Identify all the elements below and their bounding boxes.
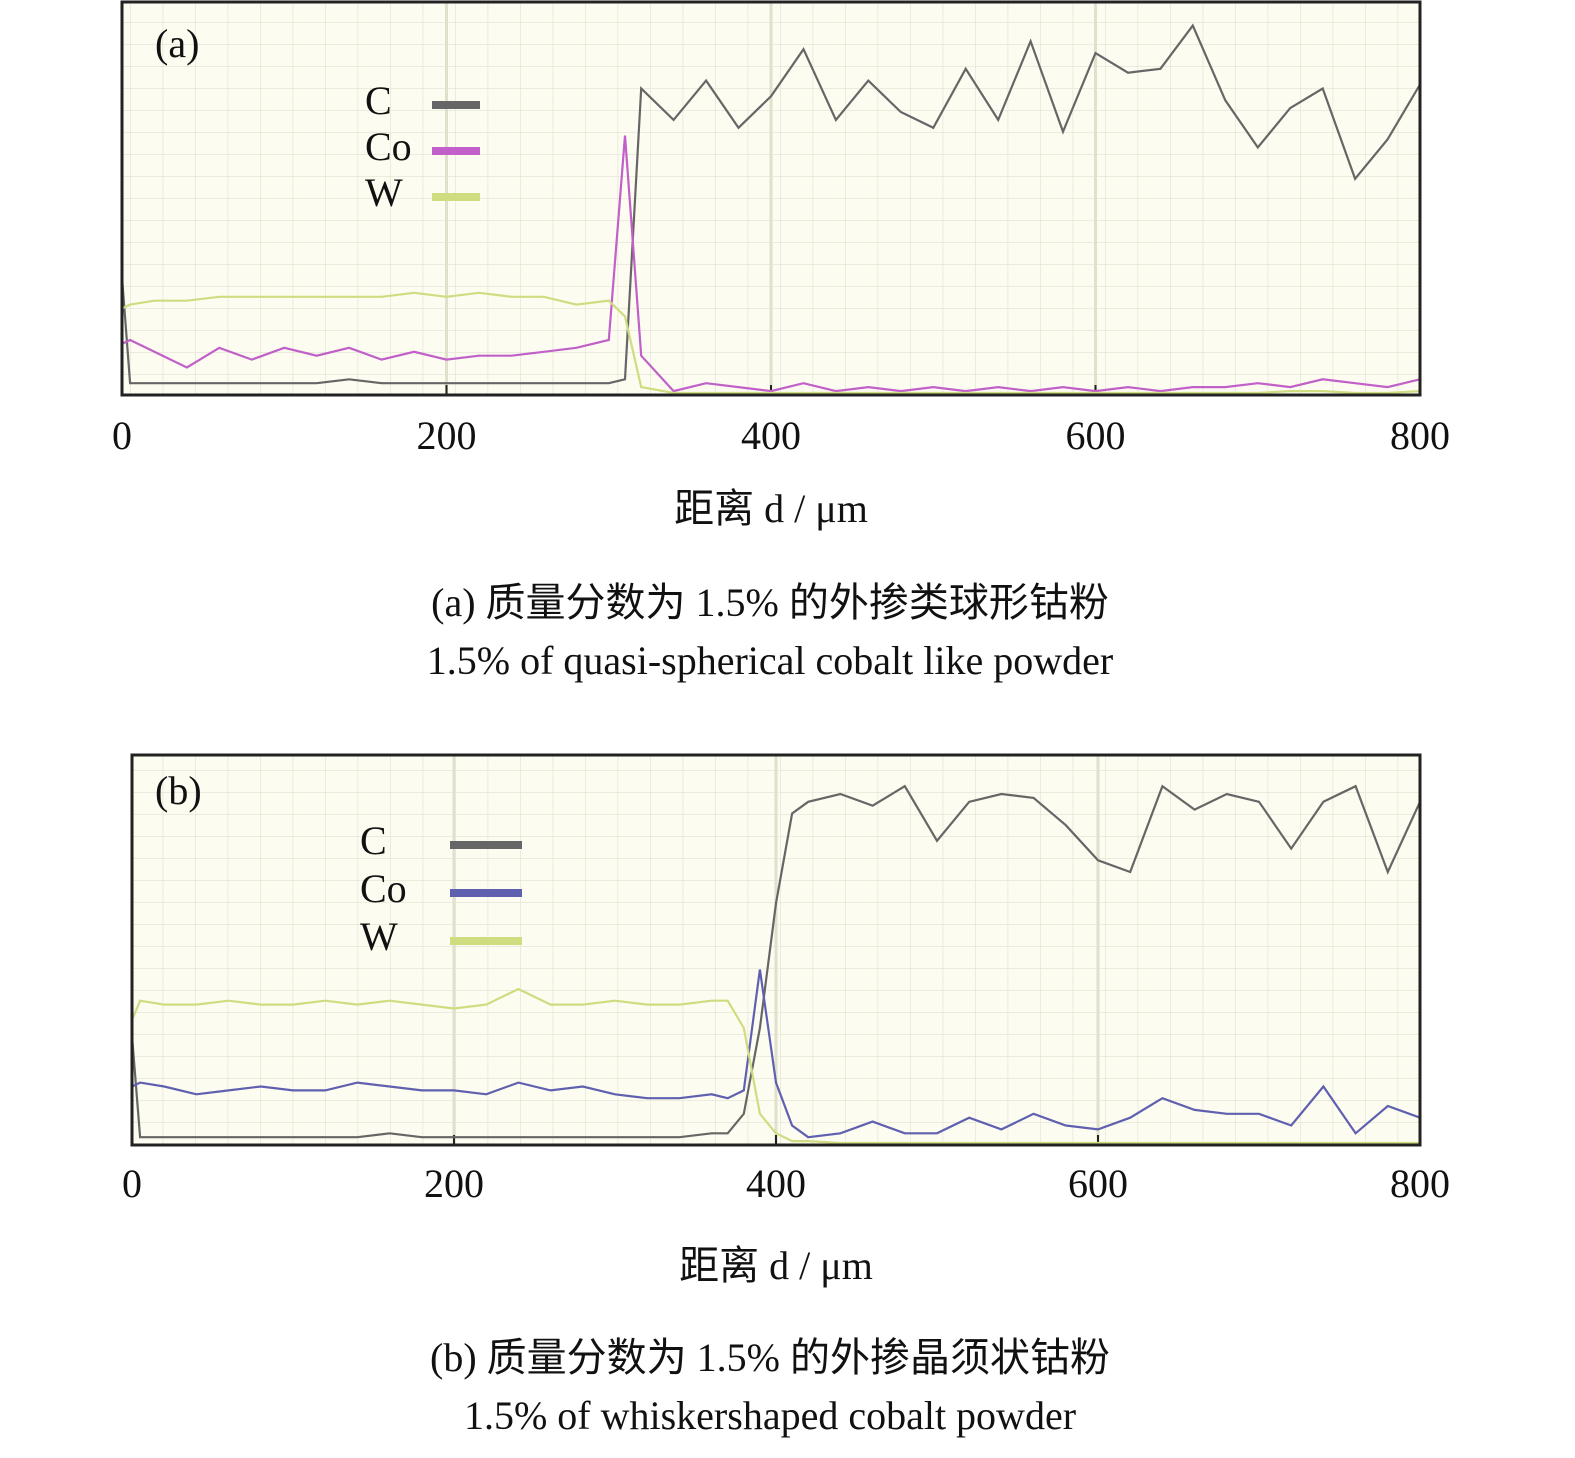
data-line (130, 784, 1421, 1139)
legend-label: W (365, 170, 403, 215)
x-tick-label: 0 (122, 1161, 142, 1206)
legend-label: Co (360, 866, 407, 911)
x-axis-label: 距离 d / μm (679, 1243, 873, 1288)
caption: (a) 质量分数为 1.5% 的外掺类球形钴粉 (431, 580, 1109, 625)
data-line (121, 135, 1421, 393)
x-tick-label: 800 (1390, 1161, 1450, 1206)
x-tick-label: 400 (746, 1161, 806, 1206)
x-tick-label: 600 (1066, 413, 1126, 458)
plot-frame (120, 0, 1422, 397)
x-tick-label: 600 (1068, 1161, 1128, 1206)
panel-label: (b) (155, 768, 202, 813)
legend-label: C (360, 818, 387, 863)
plot-frame (130, 753, 1422, 1147)
data-line (120, 23, 1421, 385)
caption: 1.5% of whiskershaped cobalt powder (464, 1393, 1076, 1438)
legend-label: W (360, 914, 398, 959)
x-axis-label: 距离 d / μm (674, 486, 868, 531)
x-tick-label: 200 (424, 1161, 484, 1206)
x-tick-label: 200 (417, 413, 477, 458)
caption: 1.5% of quasi-spherical cobalt like powd… (427, 638, 1113, 683)
caption: (b) 质量分数为 1.5% 的外掺晶须状钴粉 (430, 1335, 1110, 1380)
x-tick-label: 800 (1390, 413, 1450, 458)
panel-label: (a) (155, 21, 199, 66)
data-line (131, 969, 1421, 1139)
x-tick-label: 0 (112, 413, 132, 458)
data-line (130, 987, 1420, 1145)
data-line (121, 291, 1421, 395)
x-tick-label: 400 (741, 413, 801, 458)
legend-label: Co (365, 124, 412, 169)
legend-label: C (365, 78, 392, 123)
